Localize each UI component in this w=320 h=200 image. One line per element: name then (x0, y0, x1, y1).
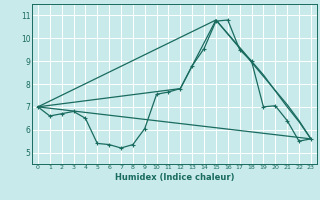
X-axis label: Humidex (Indice chaleur): Humidex (Indice chaleur) (115, 173, 234, 182)
